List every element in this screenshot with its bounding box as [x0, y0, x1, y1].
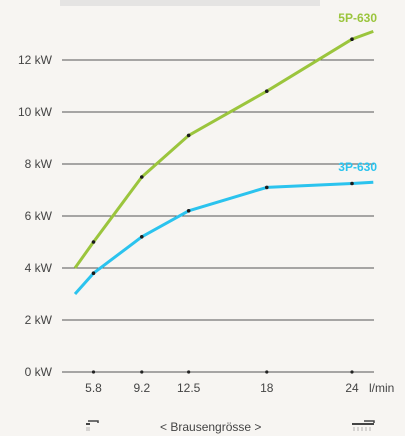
x-tick-marker	[187, 370, 191, 374]
x-tick-label: 9.2	[133, 381, 150, 395]
x-tick-label: 12.5	[177, 381, 201, 395]
x-tick-label: 5.8	[85, 381, 102, 395]
series-line	[73, 180, 374, 295]
footer-label: < Brausengrösse >	[160, 420, 262, 434]
x-tick-marker	[350, 370, 354, 374]
cropped-title-strip	[60, 0, 320, 6]
data-point	[350, 37, 354, 41]
y-tick-label: 6 kW	[25, 209, 53, 223]
data-point	[186, 133, 191, 138]
series-label: 5P-630	[338, 11, 377, 25]
data-point	[139, 175, 144, 179]
x-tick-marker	[265, 370, 269, 374]
data-point	[186, 209, 191, 213]
data-point	[139, 235, 144, 239]
footer: < Brausengrösse >	[0, 418, 405, 436]
x-tick-marker	[140, 370, 144, 374]
y-tick-label: 4 kW	[25, 261, 53, 275]
large-shower-head-icon	[352, 420, 375, 431]
series-label: 3P-630	[338, 160, 377, 174]
y-tick-label: 8 kW	[25, 157, 53, 171]
x-tick-marker	[91, 370, 96, 374]
data-point	[91, 271, 96, 276]
data-point	[264, 185, 269, 190]
data-point	[91, 240, 96, 244]
y-tick-label: 2 kW	[25, 313, 53, 327]
y-tick-label: 12 kW	[18, 53, 53, 67]
x-unit-label: l/min	[369, 381, 394, 395]
y-tick-label: 10 kW	[18, 105, 53, 119]
small-shower-head-icon	[86, 420, 99, 431]
x-tick-label: 18	[260, 381, 274, 395]
data-point	[264, 89, 269, 93]
x-tick-label: 24	[345, 381, 359, 395]
series-line	[73, 29, 374, 269]
y-tick-label: 0 kW	[25, 365, 53, 379]
data-point	[350, 181, 354, 186]
